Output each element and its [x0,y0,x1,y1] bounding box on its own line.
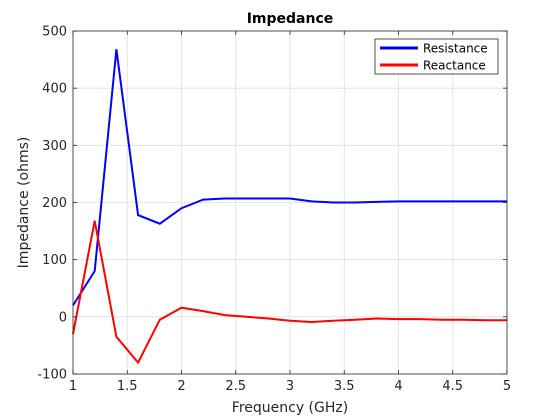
x-tick-label: 4.5 [442,379,463,394]
legend: Resistance Reactance [374,38,499,75]
y-tick-label: 100 [42,253,67,268]
x-tick-label: 3.5 [334,379,355,394]
y-tick-label: -100 [37,368,67,383]
legend-label-resistance: Resistance [423,42,488,56]
y-tick-label: 0 [59,310,67,325]
x-tick-label: 2.5 [225,379,246,394]
legend-label-reactance: Reactance [423,59,486,73]
x-axis-label: Frequency (GHz) [232,400,348,416]
series-line-reactance [72,220,507,365]
y-tick-label: 400 [42,82,67,97]
x-tick-label: 5 [503,379,511,394]
x-tick-label: 3 [286,379,294,394]
y-axis-label: Impedance (ohms) [16,137,32,269]
y-tick-label: 200 [42,196,67,211]
x-tick-label: 4 [394,379,402,394]
y-tick-label: 500 [42,25,67,40]
x-tick-label: 2 [177,379,185,394]
legend-box [374,38,499,75]
series-layer [72,49,507,365]
chart-title: Impedance [247,11,334,27]
x-tick-label: 1.5 [117,379,138,394]
series-line-resistance [72,49,507,306]
y-tick-label: 300 [42,139,67,154]
x-tick-label: 1 [69,379,77,394]
ticks: 1 1.5 2 2.5 3 3.5 4 4.5 5 -100 0 100 200 300 400 500 [37,25,511,395]
